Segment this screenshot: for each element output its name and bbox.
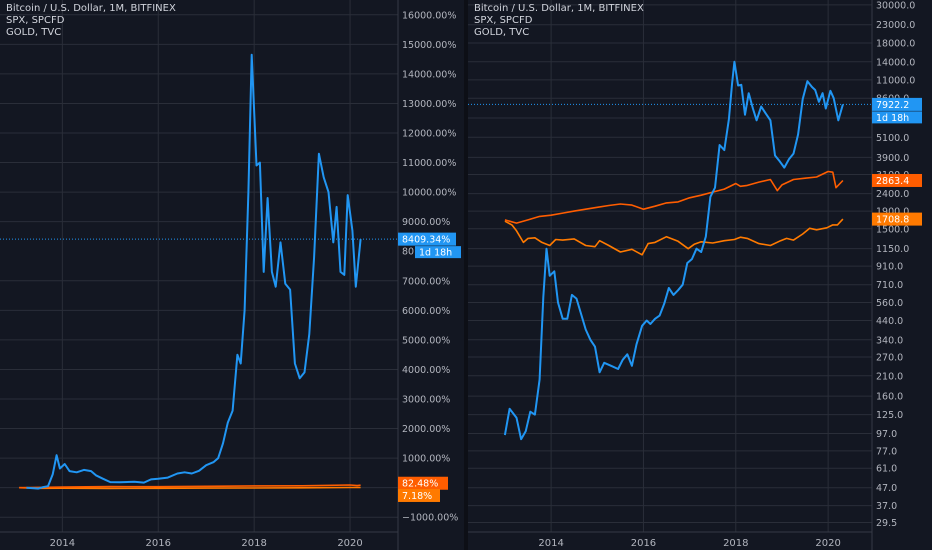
y-tick-label: 10000.00%: [402, 188, 456, 199]
right-chart-pane[interactable]: 30000.023000.018000.014000.011000.08600.…: [468, 0, 932, 550]
x-tick-label: 2016: [631, 538, 656, 549]
spx-value-badge: 2863.4: [876, 176, 909, 187]
y-tick-label: 1900.0: [876, 207, 909, 218]
left-legend: Bitcoin / U.S. Dollar, 1M, BITFINEX SPX,…: [6, 3, 176, 39]
y-tick-label: 210.0: [876, 371, 903, 382]
y-tick-label: 160.0: [876, 392, 903, 403]
y-tick-label: 12000.00%: [402, 129, 456, 140]
y-tick-label: 710.0: [876, 280, 903, 291]
gold-series-line: [504, 218, 844, 256]
y-tick-label: 3000.00%: [402, 395, 450, 406]
y-tick-label: 37.0: [876, 501, 897, 512]
btc-series-line: [26, 53, 362, 490]
y-tick-label: 30000.0: [876, 0, 915, 11]
left-chart-svg[interactable]: 16000.00% 15000.00% 14000.00% 13000.00% 1200…: [0, 0, 464, 550]
btc-value-badge-bg: [872, 97, 922, 111]
x-tick-label: 2016: [146, 538, 171, 549]
y-tick-label: 2000.00%: [402, 424, 450, 435]
y-tick-label: 7000.00%: [402, 276, 450, 287]
legend-btc-label[interactable]: Bitcoin / U.S. Dollar, 1M, BITFINEX: [6, 3, 176, 14]
y-tick-label: 1000.00%: [402, 454, 450, 465]
y-tick-label: 910.0: [876, 262, 903, 273]
x-tick-label: 2018: [241, 538, 266, 549]
btc-value-badge: 8409.34%: [402, 235, 450, 246]
countdown-badge-bg: [415, 246, 461, 259]
y-tick-label: 560.0: [876, 298, 903, 309]
left-chart-pane[interactable]: 16000.00% 15000.00% 14000.00% 13000.00% 1200…: [0, 0, 464, 550]
spx-value-badge: 82.48%: [402, 479, 438, 490]
y-tick-label: 2400.0: [876, 189, 909, 200]
countdown-badge: 1d 18h: [419, 248, 452, 259]
y-tick-label: 440.0: [876, 316, 903, 327]
y-tick-label: 4000.00%: [402, 365, 450, 376]
gold-value-badge-bg: [398, 488, 440, 502]
spx-series-line: [19, 484, 361, 489]
right-legend: Bitcoin / U.S. Dollar, 1M, BITFINEX SPX,…: [474, 3, 644, 39]
countdown-badge: 1d 18h: [876, 113, 909, 124]
countdown-badge-bg: [872, 111, 922, 124]
btc-value-badge-bg: [398, 232, 456, 246]
y-tick-label: 47.0: [876, 483, 897, 494]
y-tick-label: 5000.00%: [402, 335, 450, 346]
x-tick-label: 2020: [337, 538, 362, 549]
legend-btc-label[interactable]: Bitcoin / U.S. Dollar, 1M, BITFINEX: [474, 3, 644, 14]
y-tick-label: 270.0: [876, 353, 903, 364]
y-tick-label: 13000.00%: [402, 99, 456, 110]
gold-value-badge-bg: [872, 212, 922, 226]
x-tick-label: 2014: [538, 538, 563, 549]
y-tick-label: 1150.0: [876, 244, 909, 255]
legend-spx-label[interactable]: SPX, SPCFD: [6, 15, 65, 26]
spx-series-line: [504, 170, 844, 224]
y-tick-label: 16000.00%: [402, 10, 456, 21]
y-tick-label: 340.0: [876, 335, 903, 346]
x-tick-label: 2014: [50, 538, 75, 549]
pane-divider[interactable]: [464, 0, 468, 550]
x-tick-label: 2018: [723, 538, 748, 549]
right-chart-svg[interactable]: 30000.023000.018000.014000.011000.08600.…: [468, 0, 932, 550]
y-tick-label-partial: 80: [402, 247, 414, 258]
legend-spx-label[interactable]: SPX, SPCFD: [474, 15, 533, 26]
y-tick-label: 11000.0: [876, 75, 915, 86]
btc-value-badge: 7922.2: [876, 100, 909, 111]
y-tick-label: 9000.00%: [402, 217, 450, 228]
y-tick-label: 6000.00%: [402, 306, 450, 317]
y-tick-label: 29.5: [876, 518, 897, 529]
x-tick-label: 2020: [815, 538, 840, 549]
gold-series-line: [19, 486, 361, 490]
y-tick-label: 14000.0: [876, 57, 915, 68]
spx-value-badge-bg: [872, 173, 922, 187]
gold-value-badge: 7.18%: [402, 491, 432, 502]
y-tick-label: −1000.00%: [402, 513, 458, 524]
btc-series-line: [503, 60, 844, 441]
y-tick-label: 23000.0: [876, 20, 915, 31]
y-tick-label: 18000.0: [876, 39, 915, 50]
y-tick-label: 77.0: [876, 446, 897, 457]
y-tick-label: 125.0: [876, 410, 903, 421]
spx-value-badge-bg: [398, 476, 448, 490]
y-tick-label: 97.0: [876, 429, 897, 440]
y-tick-label: 1500.0: [876, 224, 909, 235]
legend-gold-label[interactable]: GOLD, TVC: [6, 27, 62, 38]
y-tick-label: 5100.0: [876, 133, 909, 144]
y-tick-label: 11000.00%: [402, 158, 456, 169]
legend-gold-label[interactable]: GOLD, TVC: [474, 27, 530, 38]
y-tick-label: 61.0: [876, 464, 897, 475]
gold-value-badge: 1708.8: [876, 215, 909, 226]
y-tick-label: 15000.00%: [402, 40, 456, 51]
y-tick-label: 3900.0: [876, 153, 909, 164]
y-tick-label: 14000.00%: [402, 69, 456, 80]
